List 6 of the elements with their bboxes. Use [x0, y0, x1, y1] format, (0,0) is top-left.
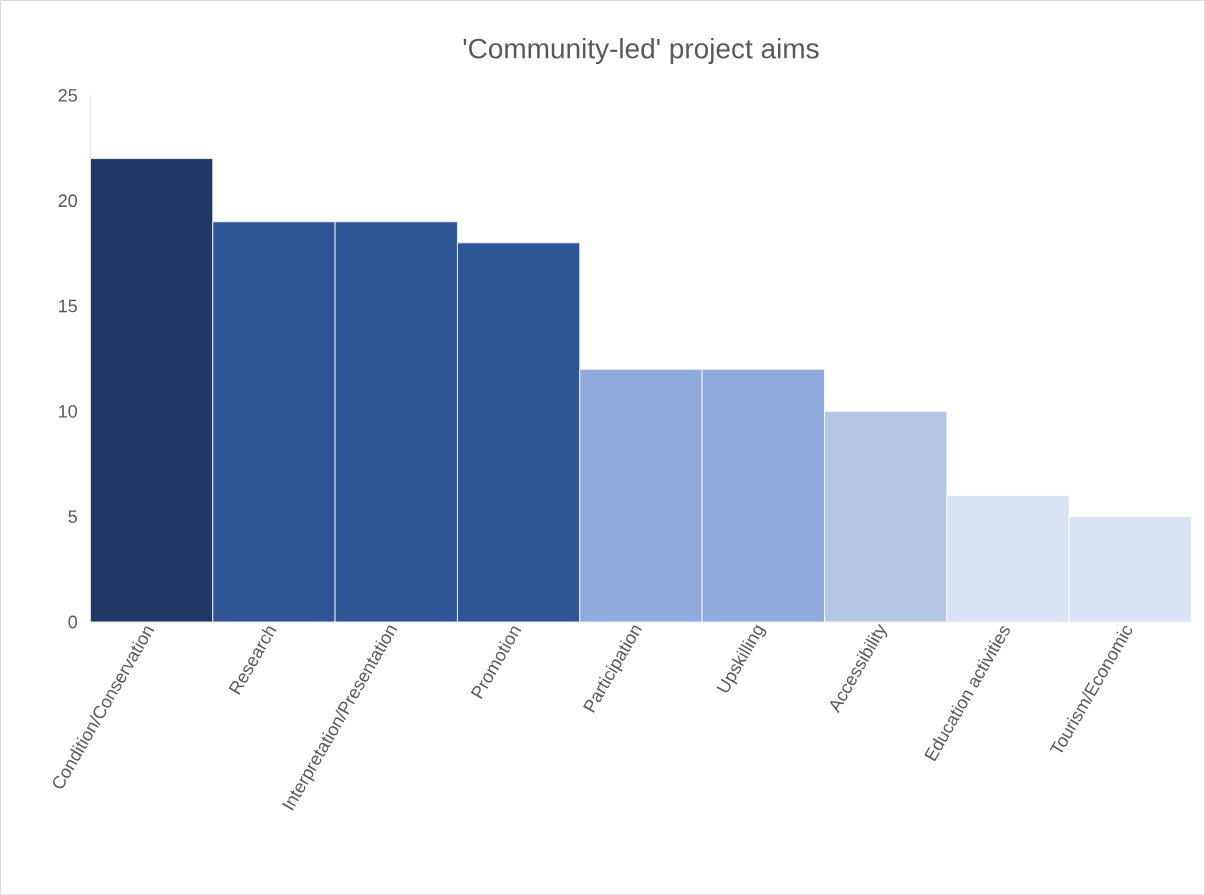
- chart-title: 'Community-led' project aims: [463, 37, 819, 64]
- y-tick-label: 15: [59, 299, 77, 313]
- y-tick-label: 20: [58, 194, 78, 207]
- y-tick-label: 25: [58, 88, 77, 102]
- y-tick-label: 5: [68, 510, 77, 523]
- y-tick-label: 10: [59, 404, 78, 418]
